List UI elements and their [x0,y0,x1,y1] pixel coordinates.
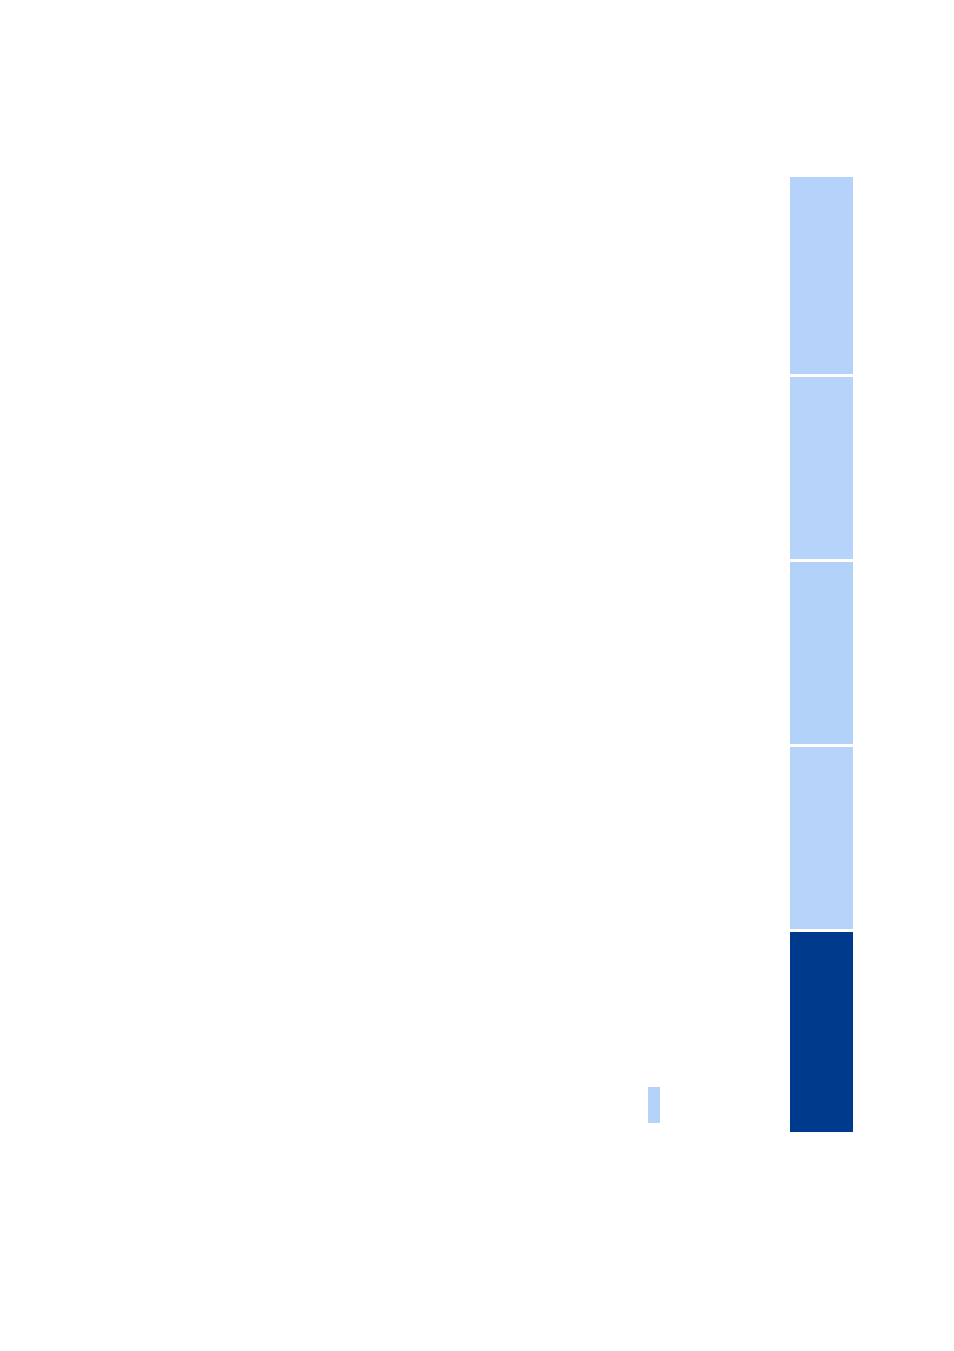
right-tab-segment-3[interactable] [790,747,853,932]
right-tab-segment-2[interactable] [790,562,853,747]
inline-highlight-box [648,1087,660,1123]
right-tab-segment-0[interactable] [790,177,853,377]
right-tab-segment-4[interactable] [790,932,853,1132]
right-tab-segment-1[interactable] [790,377,853,562]
